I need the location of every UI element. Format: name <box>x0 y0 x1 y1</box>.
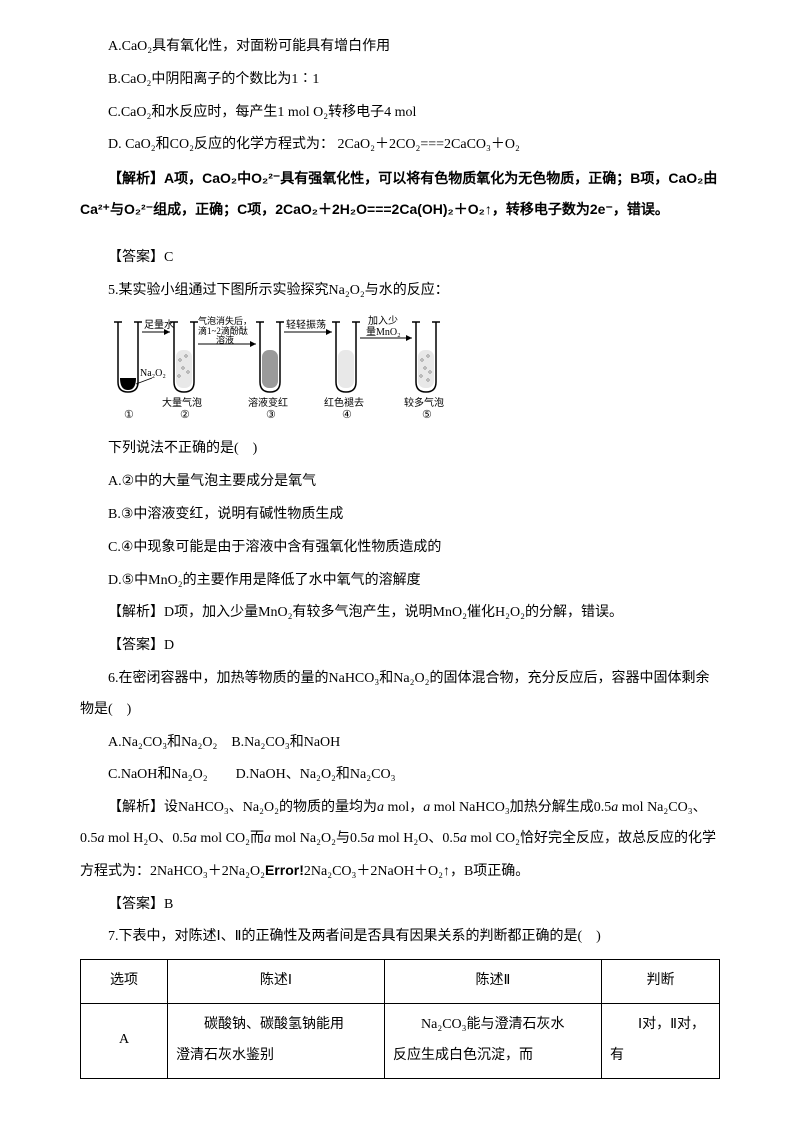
cell-s1: 碳酸钠、碳酸氢钠能用 澄清石灰水鉴别 <box>168 1003 385 1078</box>
expl3-err: Error! <box>265 862 304 878</box>
q5-option-a: A.②中的大量气泡主要成分是氧气 <box>80 467 720 498</box>
label-b3: ③ <box>266 409 276 421</box>
label-top1: 足量水 <box>144 319 174 331</box>
label-top4b: 量MnO₂ <box>366 326 401 338</box>
answer-3: 【答案】B <box>80 890 720 921</box>
expl3-b: mol， <box>384 800 423 815</box>
q5-option-b: B.③中溶液变红，说明有碱性物质生成 <box>80 500 720 531</box>
question-5-tail: 下列说法不正确的是( ) <box>80 434 720 465</box>
a4: a <box>98 831 105 846</box>
explanation-3: 【解析】设NaHCO₃、Na₂O₂的物质的量均为a mol，a mol NaHC… <box>80 793 720 887</box>
a8: a <box>460 831 467 846</box>
expl3-e: mol H₂O、0.5 <box>105 831 190 846</box>
cell-opt: A <box>81 1003 168 1078</box>
label-b2: ② <box>180 409 190 421</box>
label-b2a: 大量气泡 <box>162 396 202 409</box>
q6-options-ab: A.Na₂CO₃和Na₂O₂ B.Na₂CO₃和NaOH <box>80 728 720 759</box>
label-b5: ⑤ <box>422 409 432 421</box>
option-b: B.CaO₂中阴阳离子的个数比为1∶1 <box>80 65 720 96</box>
option-d: D. CaO₂和CO₂反应的化学方程式为： 2CaO₂＋2CO₂===2CaCO… <box>80 130 720 161</box>
expl3-a: 【解析】设NaHCO₃、Na₂O₂的物质的量均为 <box>108 800 377 815</box>
q6-options-cd: C.NaOH和Na₂O₂ D.NaOH、Na₂O₂和Na₂CO₃ <box>80 760 720 791</box>
label-na2o2: Na₂O₂ <box>140 368 166 379</box>
label-b3a: 溶液变红 <box>248 396 288 409</box>
question-5: 5.某实验小组通过下图所示实验探究Na₂O₂与水的反应： <box>80 276 720 307</box>
page: A.CaO₂具有氧化性，对面粉可能具有增白作用 B.CaO₂中阴阳离子的个数比为… <box>0 0 800 1109</box>
label-b1: ① <box>124 409 134 421</box>
expl3-g: mol Na₂O₂与0.5 <box>271 831 367 846</box>
cell-ja: Ⅰ对，Ⅱ对， <box>610 1010 711 1041</box>
question-7: 7.下表中，对陈述Ⅰ、Ⅱ的正确性及两者间是否具有因果关系的判断都正确的是( ) <box>80 922 720 953</box>
q5-option-c: C.④中现象可能是由于溶液中含有强氧化性物质造成的 <box>80 533 720 564</box>
answer-1: 【答案】C <box>80 243 720 274</box>
label-top3: 轻轻振荡 <box>286 318 326 331</box>
experiment-diagram: 足量水 气泡消失后， 滴1~2滴酚酞 溶液 <box>108 310 478 430</box>
a6: a <box>264 831 271 846</box>
th-s2: 陈述Ⅱ <box>385 960 602 1004</box>
label-top2a: 气泡消失后， <box>198 315 252 326</box>
label-b5a: 较多气泡 <box>404 396 444 409</box>
expl3-c: mol NaHCO₃加热分解生成0.5 <box>430 800 611 815</box>
cell-s1b: 澄清石灰水鉴别 <box>176 1048 274 1063</box>
label-b4: ④ <box>342 409 352 421</box>
answer-2: 【答案】D <box>80 631 720 662</box>
cell-s1a: 碳酸钠、碳酸氢钠能用 <box>176 1010 376 1041</box>
label-b4a: 红色褪去 <box>324 396 364 409</box>
expl3-h: mol H₂O、0.5 <box>374 831 459 846</box>
table-row: A 碳酸钠、碳酸氢钠能用 澄清石灰水鉴别 Na₂CO₃能与澄清石灰水 反应生成白… <box>81 1003 720 1078</box>
explanation-1: 【解析】A项，CaO₂中O₂²⁻具有强氧化性，可以将有色物质氧化为无色物质，正确… <box>80 163 720 225</box>
th-s1: 陈述Ⅰ <box>168 960 385 1004</box>
option-a: A.CaO₂具有氧化性，对面粉可能具有增白作用 <box>80 32 720 63</box>
expl3-f: mol CO₂而 <box>197 831 264 846</box>
option-c: C.CaO₂和水反应时，每产生1 mol O₂转移电子4 mol <box>80 98 720 129</box>
q5-option-d: D.⑤中MnO₂的主要作用是降低了水中氧气的溶解度 <box>80 566 720 597</box>
a5: a <box>190 831 197 846</box>
a1: a <box>377 800 384 815</box>
cell-jb: 有 <box>610 1048 624 1063</box>
expl3-j: 2Na₂CO₃＋2NaOH＋O₂↑，B项正确。 <box>304 864 529 879</box>
cell-judge: Ⅰ对，Ⅱ对， 有 <box>602 1003 720 1078</box>
cell-s2a: Na₂CO₃能与澄清石灰水 <box>393 1010 593 1041</box>
cell-s2: Na₂CO₃能与澄清石灰水 反应生成白色沉淀，而 <box>385 1003 602 1078</box>
label-top4a: 加入少 <box>368 315 398 327</box>
label-top2c: 溶液 <box>216 334 234 345</box>
judgment-table: 选项 陈述Ⅰ 陈述Ⅱ 判断 A 碳酸钠、碳酸氢钠能用 澄清石灰水鉴别 Na₂CO… <box>80 959 720 1078</box>
question-6: 6.在密闭容器中，加热等物质的量的NaHCO₃和Na₂O₂的固体混合物，充分反应… <box>80 664 720 726</box>
cell-s2b: 反应生成白色沉淀，而 <box>393 1048 533 1063</box>
explanation-2: 【解析】D项，加入少量MnO₂有较多气泡产生，说明MnO₂催化H₂O₂的分解，错… <box>80 598 720 629</box>
table-header-row: 选项 陈述Ⅰ 陈述Ⅱ 判断 <box>81 960 720 1004</box>
th-judge: 判断 <box>602 960 720 1004</box>
th-option: 选项 <box>81 960 168 1004</box>
